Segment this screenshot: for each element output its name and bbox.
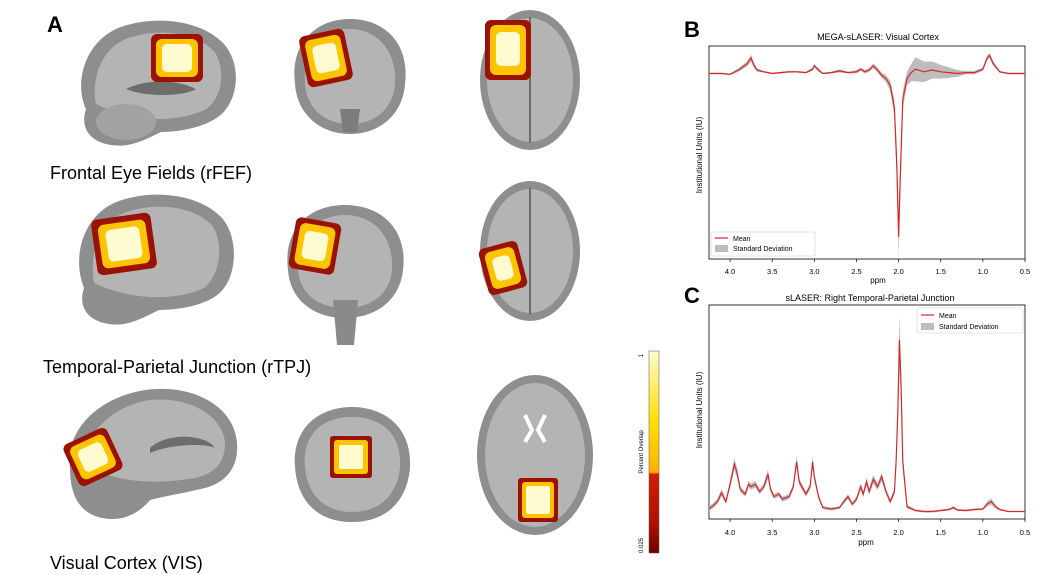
colorbar-max-label: 1 — [639, 353, 645, 357]
x-tick-label: 3.0 — [809, 528, 819, 537]
chart-title: sLASER: Right Temporal-Parietal Junction — [786, 293, 955, 303]
x-tick-label: 1.5 — [936, 267, 946, 276]
colorbar-title: Percent Overlap — [639, 430, 645, 474]
legend: Mean Standard Deviation — [916, 307, 1024, 334]
x-tick-label: 2.0 — [893, 528, 903, 537]
colorbar-min-label: 0.025 — [639, 537, 645, 553]
x-tick-label: 0.5 — [1020, 267, 1030, 276]
x-tick-label: 4.0 — [725, 528, 735, 537]
legend-sd-label: Standard Deviation — [939, 324, 999, 331]
x-tick-label: 2.0 — [893, 267, 903, 276]
x-axis-label: ppm — [858, 538, 874, 547]
y-axis-label: Institutional Units (IU) — [695, 371, 704, 448]
brain-axial-rfef — [480, 10, 580, 150]
chart-c-slaser: sLASER: Right Temporal-Parietal Junction… — [695, 293, 1030, 547]
brain-axial-vis — [477, 375, 593, 535]
mean-line — [709, 54, 1025, 237]
brain-sagittal-vis — [63, 388, 238, 520]
chart-title: MEGA-sLASER: Visual Cortex — [817, 32, 939, 42]
brain-coronal-rtpj — [287, 205, 404, 345]
legend-sd-label: Standard Deviation — [733, 246, 793, 253]
plot-frame — [708, 45, 1026, 260]
legend-sd-swatch — [921, 323, 934, 330]
colorbar: 1 Percent Overlap 0.025 — [639, 350, 660, 554]
plot-frame — [708, 304, 1026, 520]
legend-mean-label: Mean — [939, 313, 957, 320]
x-tick-label: 2.5 — [851, 528, 861, 537]
brain-sagittal-rfef — [81, 20, 236, 146]
legend-mean-label: Mean — [733, 236, 751, 243]
x-tick-label: 1.0 — [978, 267, 988, 276]
brain-coronal-vis — [294, 407, 411, 522]
y-axis-label: Institutional Units (IU) — [695, 116, 704, 193]
panel-label-c: C — [684, 283, 700, 308]
x-tick-label: 1.0 — [978, 528, 988, 537]
region-label-rfef: Frontal Eye Fields (rFEF) — [50, 163, 253, 183]
brain-coronal-rfef — [294, 19, 406, 134]
sd-band — [709, 52, 1025, 258]
x-tick-label: 4.0 — [725, 267, 735, 276]
region-label-rtpj: Temporal-Parietal Junction (rTPJ) — [43, 357, 312, 377]
region-label-vis: Visual Cortex (VIS) — [50, 553, 203, 573]
x-tick-label: 3.0 — [809, 267, 819, 276]
x-tick-label: 1.5 — [936, 528, 946, 537]
x-tick-label: 3.5 — [767, 267, 777, 276]
x-tick-label: 3.5 — [767, 528, 777, 537]
brain-axial-rtpj — [478, 181, 580, 321]
panel-label-b: B — [684, 17, 700, 42]
x-axis-label: ppm — [870, 276, 886, 285]
x-tick-label: 0.5 — [1020, 528, 1030, 537]
x-tick-label: 2.5 — [851, 267, 861, 276]
chart-b-mega-slaser: MEGA-sLASER: Visual Cortex Institutional… — [695, 32, 1030, 285]
panel-label-a: A — [47, 12, 63, 37]
mean-line — [708, 339, 1025, 513]
brain-sagittal-rtpj — [79, 194, 234, 325]
legend: Mean Standard Deviation — [710, 231, 816, 257]
legend-sd-swatch — [715, 245, 728, 252]
